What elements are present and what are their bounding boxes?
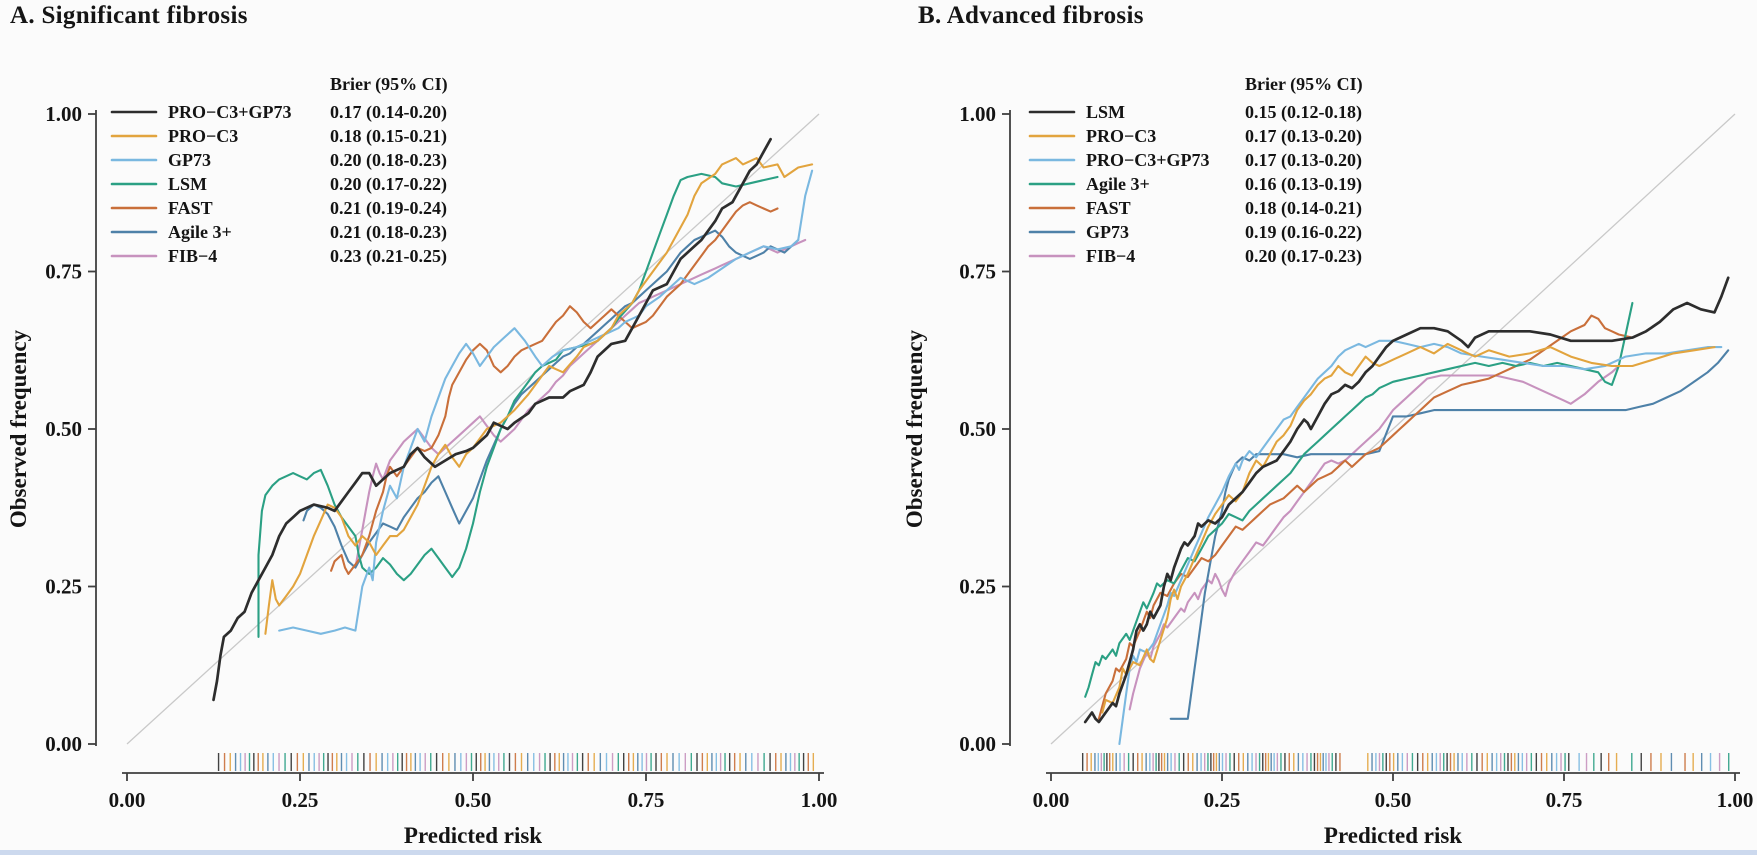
legend-brier-value: 0.23 (0.21-0.25) [330,246,447,267]
legend-label: Agile 3+ [168,222,232,242]
y-tick-label: 0.50 [959,417,996,441]
legend-label: PRO−C3 [168,126,238,146]
series-line-lsm [1083,276,1730,724]
panel-advanced-fibrosis: B. Advanced fibrosis 0.00 0.25 0.50 0.75 1.0… [860,0,1757,855]
y-tick-label: 0.00 [45,732,82,756]
legend-brier-value: 0.20 (0.17-0.22) [330,174,447,195]
y-tick-label: 0.00 [959,732,996,756]
legend-brier-value: 0.16 (0.13-0.19) [1245,174,1362,195]
y-tick-label: 0.75 [959,260,996,284]
x-tick-label: 0.25 [1204,788,1241,812]
series-line-fast [1097,314,1641,720]
legend-label: PRO−C3+GP73 [168,102,292,122]
x-tick-label: 1.00 [801,788,838,812]
legend-label: GP73 [1086,222,1129,242]
diagonal-reference-line [126,113,820,745]
y-axis-title: Observed frequency [902,329,927,528]
x-tick-label: 0.25 [282,788,319,812]
legend-label: LSM [1086,102,1125,122]
series-line-pro-c3 [1101,342,1716,714]
x-axis-title: Predicted risk [1324,823,1462,848]
legend-brier-value: 0.17 (0.13-0.20) [1245,126,1362,147]
legend-label: FIB−4 [1086,246,1135,266]
legend-brier-value: 0.17 (0.14-0.20) [330,102,447,123]
series-line-pro-c3-gp73 [1118,339,1723,746]
legend-label: PRO−C3+GP73 [1086,150,1210,170]
y-tick-label: 1.00 [959,102,996,126]
y-axis-title: Observed frequency [6,329,31,528]
series-line-pro-c3-gp73 [212,137,772,702]
legend-label: FIB−4 [168,246,217,266]
legend-brier-value: 0.21 (0.18-0.23) [330,222,447,243]
series-line-agile-3- [302,229,800,569]
legend-label: Agile 3+ [1086,174,1150,194]
y-tick-label: 0.25 [959,575,996,599]
x-tick-label: 0.50 [1375,788,1412,812]
series-line-agile-3- [1084,301,1634,698]
legend-brier-value: 0.18 (0.14-0.21) [1245,198,1362,219]
series-line-pro-c3 [264,157,814,635]
legend-brier-value: 0.20 (0.17-0.23) [1245,246,1362,267]
diagonal-reference-line [1050,113,1736,745]
legend-brier-value: 0.21 (0.19-0.24) [330,198,447,219]
legend-brier-value: 0.19 (0.16-0.22) [1245,222,1362,243]
legend-label: LSM [168,174,207,194]
legend-label: FAST [168,198,213,218]
x-tick-label: 0.75 [1546,788,1583,812]
bottom-edge-strip [0,850,1757,855]
x-tick-label: 0.75 [628,788,665,812]
panel-title-a: A. Significant fibrosis [10,2,248,29]
calibration-plot-b: 0.00 0.25 0.50 0.75 1.00 0.00 0.25 0.50 0.75 1.00… [902,74,1754,848]
legend-brier-value: 0.18 (0.15-0.21) [330,126,447,147]
series-line-fib-4 [354,238,807,569]
x-tick-label: 0.00 [109,788,146,812]
y-tick-label: 0.25 [45,575,82,599]
y-tick-label: 0.50 [45,417,82,441]
series-line-lsm [257,172,779,638]
y-tick-label: 0.75 [45,260,82,284]
x-axis-title: Predicted risk [404,823,542,848]
series-line-fast [330,201,779,575]
legend-header: Brier (95% CI) [330,74,448,95]
series-line-gp73 [1169,349,1730,720]
legend-brier-value: 0.17 (0.13-0.20) [1245,150,1362,171]
legend-label: PRO−C3 [1086,126,1156,146]
series-line-fib-4 [1128,364,1620,711]
y-tick-label: 1.00 [45,102,82,126]
calibration-plot-a: 0.00 0.25 0.50 0.75 1.00 0.00 0.25 0.50 0.75 1.00… [6,74,838,848]
x-tick-label: 1.00 [1717,788,1754,812]
panel-title-b: B. Advanced fibrosis [918,2,1144,29]
legend-brier-value: 0.15 (0.12-0.18) [1245,102,1362,123]
series-line-gp73 [278,169,814,635]
legend-label: GP73 [168,150,211,170]
legend-brier-value: 0.20 (0.18-0.23) [330,150,447,171]
x-tick-label: 0.50 [455,788,492,812]
panel-significant-fibrosis: A. Significant fibrosis 0.00 0.25 0.50 0.75… [0,0,860,855]
legend-header: Brier (95% CI) [1245,74,1363,95]
legend-label: FAST [1086,198,1131,218]
x-tick-label: 0.00 [1033,788,1070,812]
